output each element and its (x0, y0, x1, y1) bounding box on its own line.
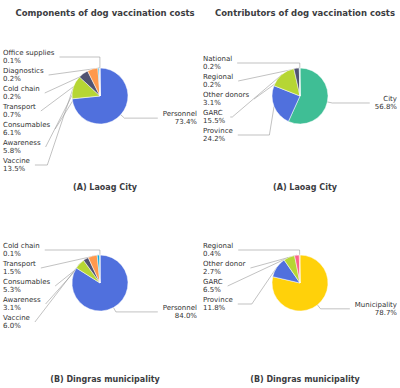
svg-text:0.2%: 0.2% (3, 93, 21, 101)
svg-text:56.8%: 56.8% (375, 103, 398, 111)
svg-text:Consumables: Consumables (3, 278, 50, 286)
svg-text:Awareness: Awareness (3, 139, 41, 147)
svg-text:Vaccine: Vaccine (3, 157, 30, 165)
svg-text:Cold chain: Cold chain (3, 85, 40, 93)
svg-text:0.1%: 0.1% (3, 250, 21, 258)
svg-text:3.1%: 3.1% (203, 99, 221, 107)
svg-text:13.5%: 13.5% (3, 165, 26, 173)
svg-text:(B) Dingras municipality: (B) Dingras municipality (50, 375, 160, 384)
svg-text:Personnel: Personnel (163, 304, 197, 312)
svg-text:Vaccine: Vaccine (3, 314, 30, 322)
svg-text:Regional: Regional (203, 242, 233, 250)
svg-text:0.7%: 0.7% (3, 111, 21, 119)
svg-text:0.2%: 0.2% (203, 63, 221, 71)
svg-text:Diagnostics: Diagnostics (3, 67, 44, 75)
svg-text:0.1%: 0.1% (3, 57, 21, 65)
svg-text:78.7%: 78.7% (375, 309, 398, 317)
svg-text:84.0%: 84.0% (175, 312, 198, 320)
svg-text:National: National (203, 55, 232, 63)
svg-text:5.8%: 5.8% (3, 147, 21, 155)
svg-text:Other donors: Other donors (203, 91, 249, 99)
svg-text:73.4%: 73.4% (175, 118, 198, 126)
svg-text:Province: Province (203, 296, 233, 304)
svg-text:Consumables: Consumables (3, 121, 50, 129)
svg-text:Components of dog vaccination: Components of dog vaccination costs (15, 8, 194, 18)
svg-text:GARC: GARC (203, 109, 223, 117)
svg-text:Personnel: Personnel (163, 110, 197, 118)
svg-text:(A) Laoag City: (A) Laoag City (273, 183, 338, 192)
svg-text:Contributors of dog vaccinatio: Contributors of dog vaccination costs (215, 8, 395, 18)
svg-text:0.2%: 0.2% (3, 75, 21, 83)
svg-text:15.5%: 15.5% (203, 117, 226, 125)
svg-text:Province: Province (203, 127, 233, 135)
svg-text:Transport: Transport (2, 103, 36, 111)
svg-text:6.0%: 6.0% (3, 322, 21, 330)
svg-text:Municipality: Municipality (355, 301, 397, 309)
svg-text:0.4%: 0.4% (203, 250, 221, 258)
svg-text:Office supplies: Office supplies (3, 49, 55, 57)
svg-text:11.8%: 11.8% (203, 304, 226, 312)
svg-text:5.3%: 5.3% (3, 286, 21, 294)
svg-text:Cold chain: Cold chain (3, 242, 40, 250)
svg-text:Transport: Transport (2, 260, 36, 268)
svg-text:City: City (383, 95, 397, 103)
svg-text:6.1%: 6.1% (3, 129, 21, 137)
svg-text:24.2%: 24.2% (203, 135, 226, 143)
svg-text:1.5%: 1.5% (3, 268, 21, 276)
svg-text:(A) Laoag City: (A) Laoag City (73, 183, 138, 192)
svg-text:0.2%: 0.2% (203, 81, 221, 89)
svg-text:GARC: GARC (203, 278, 223, 286)
svg-text:2.7%: 2.7% (203, 268, 221, 276)
svg-text:Awareness: Awareness (3, 296, 41, 304)
svg-text:(B) Dingras municipality: (B) Dingras municipality (250, 375, 360, 384)
svg-text:Regional: Regional (203, 73, 233, 81)
svg-text:Other donor: Other donor (203, 260, 246, 268)
svg-text:6.5%: 6.5% (203, 286, 221, 294)
svg-text:3.1%: 3.1% (3, 304, 21, 312)
